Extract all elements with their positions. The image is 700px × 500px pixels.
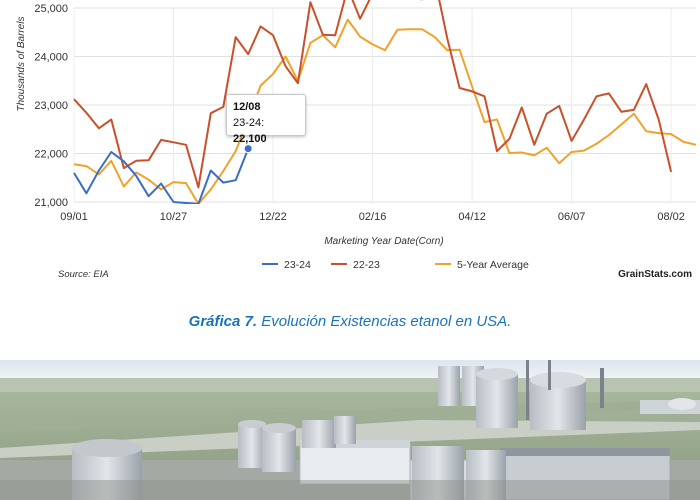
ethanol-plant-photo <box>0 360 700 500</box>
tooltip-line: 23-24: 22,100 <box>233 115 299 147</box>
data-tooltip: 12/08 23-24: 22,100 <box>226 94 306 145</box>
y-tick-label: 24,000 <box>34 52 68 64</box>
line-chart: 21,000 22,000 23,000 24,000 25,000 09/01 10/2… <box>16 0 697 280</box>
x-tick-label: 12/22 <box>259 211 287 223</box>
series-lines <box>73 0 697 204</box>
x-tick-label: 09/01 <box>60 211 88 223</box>
x-tick-label: 06/07 <box>558 211 586 223</box>
y-tick-label: 21,000 <box>34 197 68 209</box>
caption-text: Evolución Existencias etanol en USA. <box>257 313 512 330</box>
x-axis-ticks: 09/01 10/27 12/22 02/16 04/12 06/07 08/02 <box>60 211 685 223</box>
x-tick-label: 10/27 <box>160 211 188 223</box>
legend-label: 5-Year Average <box>457 259 529 271</box>
tooltip-date: 12/08 <box>233 101 261 113</box>
series-line-5-year-average <box>73 18 697 204</box>
figure-caption: Gráfica 7. Evolución Existencias etanol … <box>0 313 700 330</box>
y-axis-ticks: 21,000 22,000 23,000 24,000 25,000 <box>34 3 68 209</box>
y-tick-label: 23,000 <box>34 100 68 112</box>
x-axis-title: Marketing Year Date(Corn) <box>324 236 443 247</box>
y-axis-title: Thousands of Barrels <box>16 16 27 111</box>
y-tick-label: 22,000 <box>34 149 68 161</box>
caption-number: Gráfica 7. <box>188 313 258 330</box>
caption-band: Gráfica 7. Evolución Existencias etanol … <box>0 295 700 360</box>
tooltip-series: 23-24: <box>233 117 265 129</box>
tooltip-value: 22,100 <box>233 133 267 145</box>
x-tick-label: 04/12 <box>458 211 486 223</box>
highlight-point[interactable] <box>243 144 253 154</box>
chart-panel: 21,000 22,000 23,000 24,000 25,000 09/01 10/2… <box>16 0 697 280</box>
plant-illustration <box>0 360 700 500</box>
x-tick-label: 08/02 <box>657 211 685 223</box>
legend-label: 22-23 <box>353 259 380 271</box>
source-note: Source: EIA <box>58 269 109 280</box>
x-tick-label: 02/16 <box>359 211 387 223</box>
brand-label: GrainStats.com <box>618 269 692 280</box>
series-line-23-24 <box>73 148 250 204</box>
legend: 23-24 22-23 5-Year Average <box>262 259 529 271</box>
grid-lines <box>73 7 696 203</box>
y-tick-label: 25,000 <box>34 3 68 15</box>
legend-label: 23-24 <box>284 259 311 271</box>
series-line-22-23 <box>73 0 673 189</box>
